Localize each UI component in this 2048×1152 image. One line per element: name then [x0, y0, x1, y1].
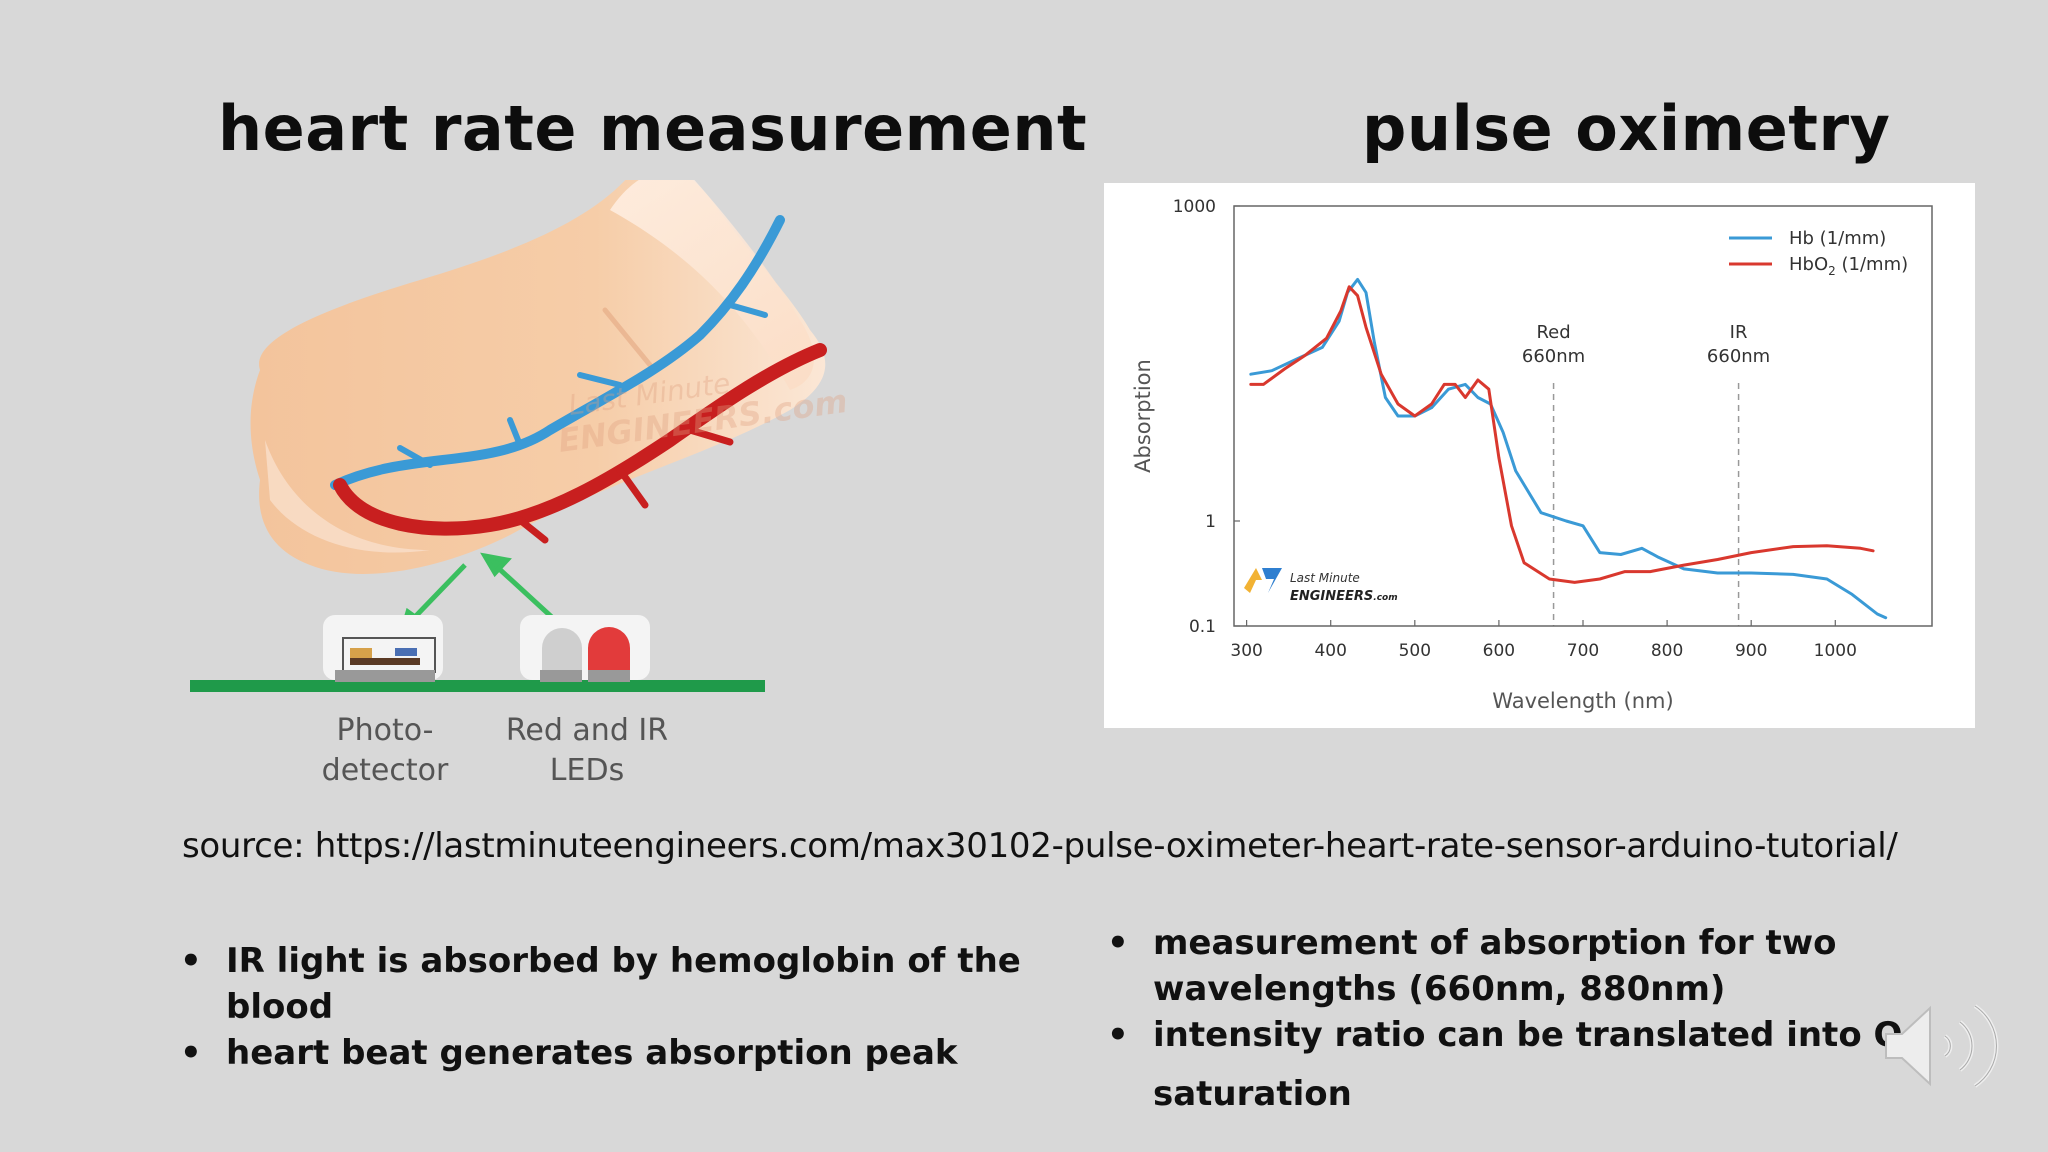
finger — [250, 180, 826, 574]
x-tick-label: 700 — [1567, 641, 1599, 661]
title-heart-rate: heart rate measurement — [218, 92, 1088, 165]
finger-sensor-illustration: Last Minute ENGINEERS.com Photo- detecto… — [190, 180, 850, 788]
x-tick-label: 500 — [1399, 641, 1431, 661]
source-citation: source: https://lastminuteengineers.com/… — [182, 826, 1898, 866]
title-pulse-oximetry: pulse oximetry — [1362, 92, 1891, 165]
sensor-board — [190, 615, 765, 692]
bullets-pulse-oximetry: measurement of absorption for two wavele… — [1107, 920, 2027, 1117]
y-axis-label: Absorption — [1131, 359, 1155, 473]
y-tick-label: 1000 — [1173, 197, 1216, 217]
x-tick-label: 800 — [1651, 641, 1683, 661]
photodetector-label-line2: detector — [322, 753, 449, 788]
photodetector-label-line1: Photo- — [337, 713, 434, 748]
x-tick-label: 300 — [1230, 641, 1262, 661]
blue-vein — [330, 215, 785, 490]
chart-watermark-line1: Last Minute — [1290, 571, 1360, 585]
annotation-label: 660nm — [1707, 346, 1770, 367]
bullet-item: heart beat generates absorption peak — [180, 1030, 1080, 1076]
annotation-label: IR — [1730, 322, 1748, 343]
legend-label-hb: Hb (1/mm) — [1789, 228, 1886, 249]
series-line-hb — [1249, 277, 1888, 620]
absorption-chart: Red 660nm IR 660nm 300 400 500 600 700 800 900 100… — [1131, 197, 1933, 713]
x-axis-label: Wavelength (nm) — [1492, 689, 1673, 713]
leds-label-line2: LEDs — [550, 753, 624, 788]
red-artery — [333, 343, 827, 544]
bullet-item: IR light is absorbed by hemoglobin of th… — [180, 938, 1080, 1030]
lightning-logo-icon — [1244, 568, 1262, 593]
x-tick-label: 400 — [1314, 641, 1346, 661]
legend-label-hbo2: HbO2 (1/mm) — [1789, 254, 1908, 278]
bullets-heart-rate: IR light is absorbed by hemoglobin of th… — [180, 938, 1080, 1076]
x-tick-label: 600 — [1483, 641, 1515, 661]
x-tick-label: 900 — [1735, 641, 1767, 661]
leds-label-line1: Red and IR — [506, 713, 668, 748]
y-tick-label: 0.1 — [1189, 617, 1216, 637]
series-line-hbo2 — [1249, 285, 1875, 584]
annotation-label: 660nm — [1522, 346, 1585, 367]
chart-watermark-line2: ENGINEERS.com — [1290, 589, 1398, 604]
absorption-chart-panel: Red 660nm IR 660nm 300 400 500 600 700 800 900 100… — [1104, 183, 1975, 728]
lightning-logo-icon — [1262, 568, 1282, 593]
x-tick-label: 1000 — [1814, 641, 1857, 661]
y-tick-label: 1 — [1205, 512, 1216, 532]
bullet-item: measurement of absorption for two wavele… — [1107, 920, 2027, 1012]
annotation-label: Red — [1536, 322, 1570, 343]
speaker-volume-icon[interactable] — [1882, 996, 2004, 1096]
